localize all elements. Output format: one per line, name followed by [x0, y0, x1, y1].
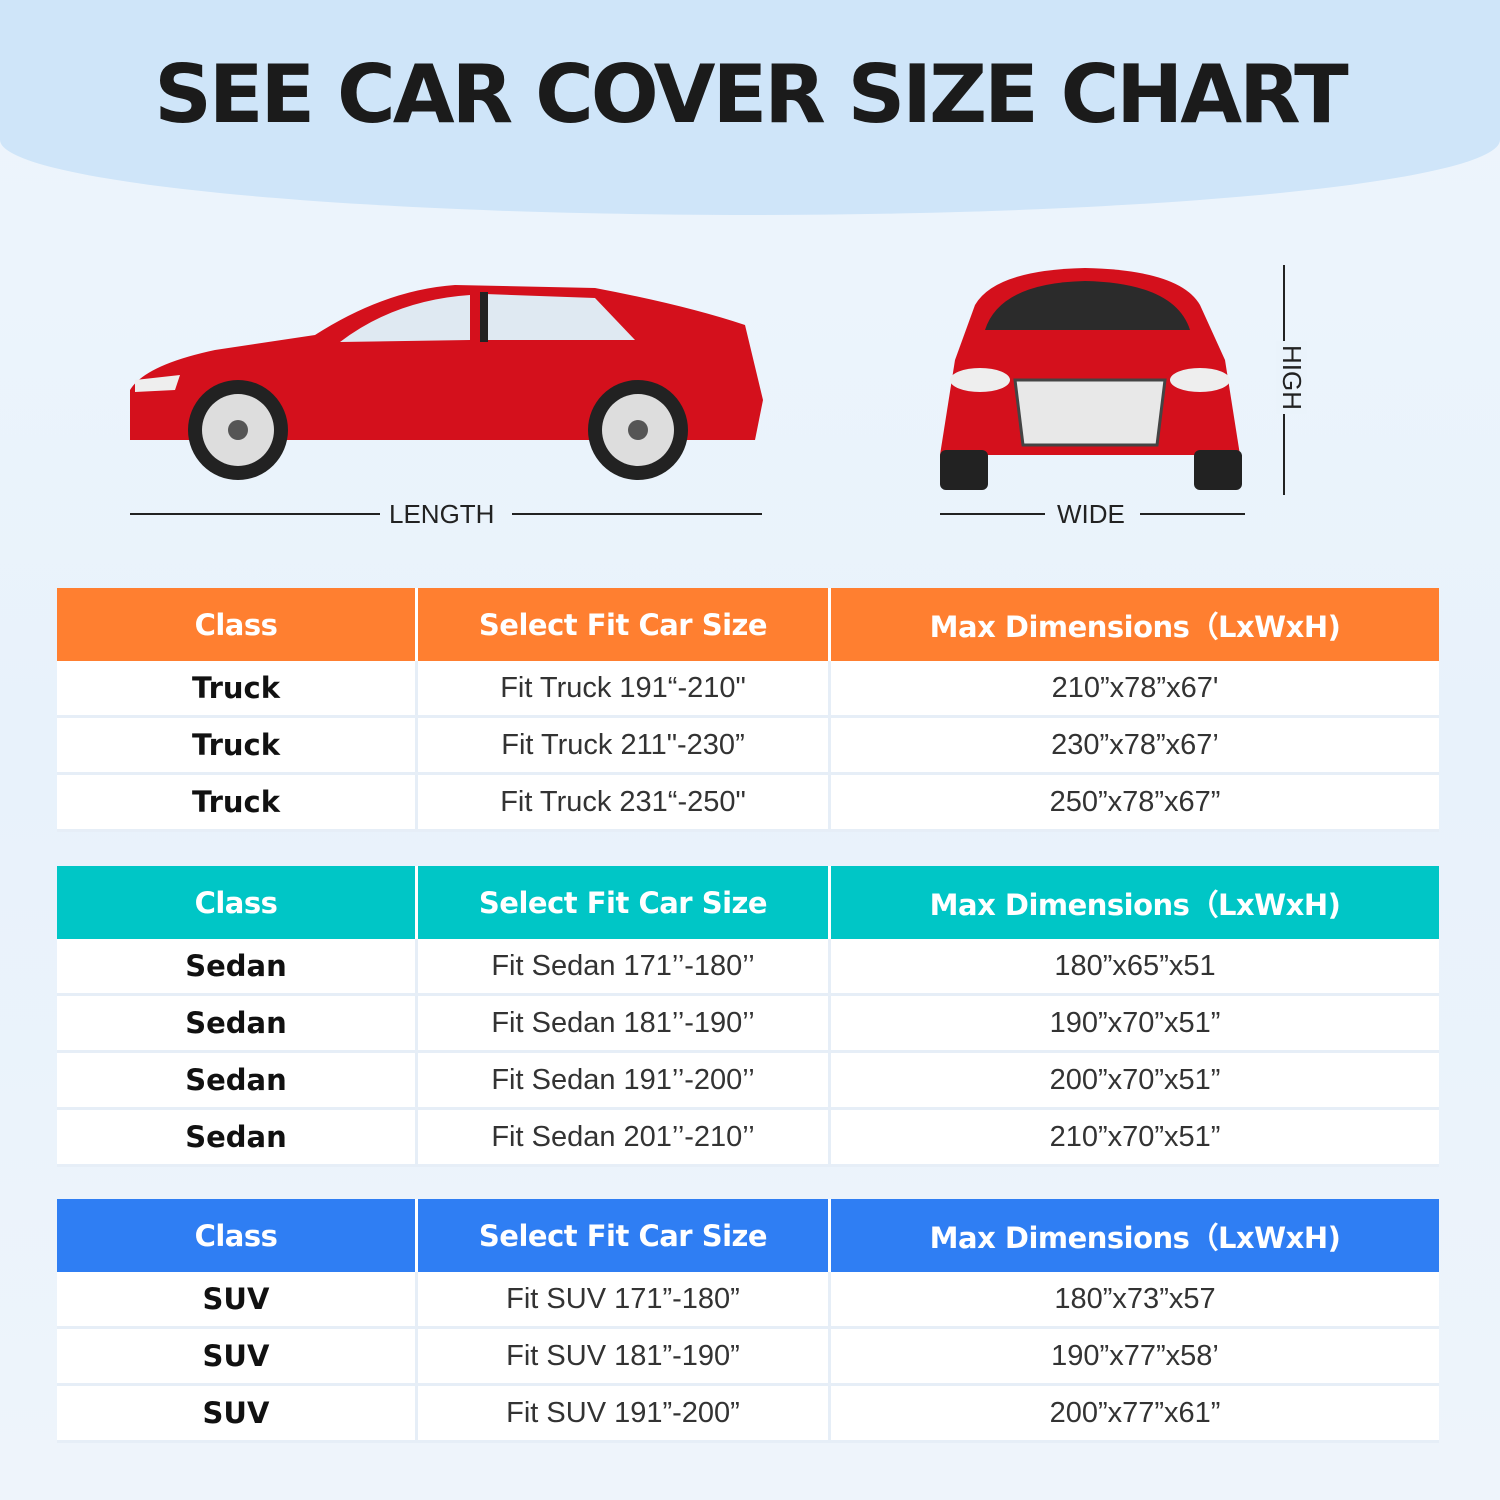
page-title: SEE CAR COVER SIZE CHART — [154, 48, 1348, 141]
header-max-dimensions: Max Dimensions（LxWxH) — [929, 609, 1341, 644]
table-row: Sedan Fit Sedan 181’’-190’’ 190”x70”x51” — [57, 996, 1439, 1053]
truck-size-table: Class Select Fit Car Size Max Dimensions… — [57, 588, 1439, 832]
header-fit-size: Select Fit Car Size — [418, 588, 831, 661]
fit-size-cell: Fit Sedan 191’’-200’’ — [418, 1053, 831, 1110]
wide-label: WIDE — [1057, 499, 1125, 529]
suv-size-table: Class Select Fit Car Size Max Dimensions… — [57, 1199, 1439, 1443]
header-max-dimensions: Max Dimensions（LxWxH) — [929, 887, 1341, 922]
fit-size-cell: Fit Truck 191“-210" — [418, 661, 831, 718]
class-cell: Sedan — [57, 1053, 418, 1110]
dimensions-cell: 200”x77”x61” — [831, 1386, 1439, 1443]
wide-arrow — [1140, 513, 1245, 515]
car-front-view-image — [940, 268, 1242, 490]
class-cell: Sedan — [57, 939, 418, 996]
table-header-row: Class Select Fit Car Size Max Dimensions… — [57, 866, 1439, 939]
table-row: Truck Fit Truck 191“-210" 210”x78”x67' — [57, 661, 1439, 718]
fit-size-cell: Fit Truck 211"-230” — [418, 718, 831, 775]
dimensions-cell: 210”x70”x51” — [831, 1110, 1439, 1167]
fit-size-cell: Fit Sedan 171’’-180’’ — [418, 939, 831, 996]
fit-size-cell: Fit SUV 191”-200” — [418, 1386, 831, 1443]
dimensions-cell: 250”x78”x67” — [831, 775, 1439, 832]
class-cell: Truck — [57, 775, 418, 832]
dimensions-cell: 180”x65”x51 — [831, 939, 1439, 996]
length-arrow — [512, 513, 762, 515]
table-row: Sedan Fit Sedan 191’’-200’’ 200”x70”x51” — [57, 1053, 1439, 1110]
table-row: Truck Fit Truck 211"-230” 230”x78”x67’ — [57, 718, 1439, 775]
table-row: Sedan Fit Sedan 171’’-180’’ 180”x65”x51 — [57, 939, 1439, 996]
fit-size-cell: Fit SUV 171”-180” — [418, 1272, 831, 1329]
dimensions-cell: 180”x73”x57 — [831, 1272, 1439, 1329]
table-header-row: Class Select Fit Car Size Max Dimensions… — [57, 1199, 1439, 1272]
dimensions-cell: 190”x70”x51” — [831, 996, 1439, 1053]
dimensions-cell: 190”x77”x58’ — [831, 1329, 1439, 1386]
car-side-view-image — [130, 285, 763, 480]
class-cell: Sedan — [57, 1110, 418, 1167]
dimensions-cell: 210”x78”x67' — [831, 661, 1439, 718]
header-class: Class — [57, 1199, 418, 1272]
fit-size-cell: Fit Truck 231“-250" — [418, 775, 831, 832]
class-cell: SUV — [57, 1386, 418, 1443]
high-label: HIGH — [1276, 341, 1307, 414]
header-class: Class — [57, 588, 418, 661]
class-cell: SUV — [57, 1272, 418, 1329]
table-row: SUV Fit SUV 171”-180” 180”x73”x57 — [57, 1272, 1439, 1329]
dimensions-cell: 200”x70”x51” — [831, 1053, 1439, 1110]
table-row: SUV Fit SUV 191”-200” 200”x77”x61” — [57, 1386, 1439, 1443]
table-row: Sedan Fit Sedan 201’’-210’’ 210”x70”x51” — [57, 1110, 1439, 1167]
header-fit-size: Select Fit Car Size — [418, 866, 831, 939]
header-fit-size: Select Fit Car Size — [418, 1199, 831, 1272]
sedan-size-table: Class Select Fit Car Size Max Dimensions… — [57, 866, 1439, 1167]
fit-size-cell: Fit Sedan 181’’-190’’ — [418, 996, 831, 1053]
header-class: Class — [57, 866, 418, 939]
class-cell: Truck — [57, 661, 418, 718]
wide-arrow — [940, 513, 1045, 515]
class-cell: SUV — [57, 1329, 418, 1386]
class-cell: Truck — [57, 718, 418, 775]
class-cell: Sedan — [57, 996, 418, 1053]
header-band — [0, 0, 1500, 215]
header-max-dimensions: Max Dimensions（LxWxH) — [929, 1220, 1341, 1255]
fit-size-cell: Fit SUV 181”-190” — [418, 1329, 831, 1386]
table-row: Truck Fit Truck 231“-250" 250”x78”x67” — [57, 775, 1439, 832]
length-arrow — [130, 513, 380, 515]
dimensions-cell: 230”x78”x67’ — [831, 718, 1439, 775]
table-header-row: Class Select Fit Car Size Max Dimensions… — [57, 588, 1439, 661]
table-row: SUV Fit SUV 181”-190” 190”x77”x58’ — [57, 1329, 1439, 1386]
length-label: LENGTH — [389, 499, 495, 529]
fit-size-cell: Fit Sedan 201’’-210’’ — [418, 1110, 831, 1167]
